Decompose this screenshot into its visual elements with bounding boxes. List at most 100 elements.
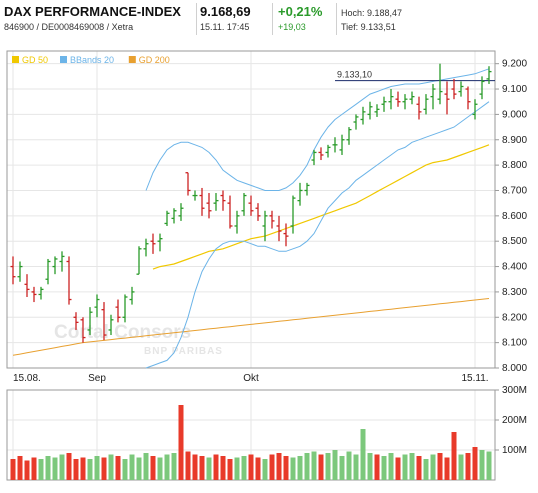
volume-bar [325, 453, 331, 480]
volume-bar [388, 453, 394, 480]
volume-bar [479, 450, 485, 480]
quote-header: DAX PERFORMANCE-INDEX 846900 / DE0008469… [0, 0, 538, 38]
last-price: 9.168,69 [200, 4, 251, 19]
watermark-brand: Cortal Consors [54, 322, 191, 343]
x-tick-label: 15.08. [13, 373, 41, 384]
volume-bar [157, 457, 163, 480]
ohlc-bar [248, 195, 254, 216]
volume-bar [367, 453, 373, 480]
volume-bar [178, 405, 184, 480]
ohlc-bar [409, 91, 415, 105]
volume-bar [311, 451, 317, 480]
chart-area: Cortal Consors BNP PARIBAS 8.000 8.100 8.2… [4, 48, 534, 488]
ohlc-bar [388, 89, 394, 110]
ohlc-bar [332, 137, 338, 153]
x-tick-label: Sep [88, 373, 106, 384]
ohlc-bar [143, 238, 149, 257]
volume-bar [402, 454, 408, 480]
y-tick-label: 9.000 [502, 109, 527, 120]
volume-bar [283, 456, 289, 480]
volume-bar [262, 459, 268, 480]
ohlc-bar [458, 81, 464, 97]
y-tick-label: 8.000 [502, 363, 527, 374]
instrument-title: DAX PERFORMANCE-INDEX [4, 4, 181, 19]
ohlc-bar [227, 195, 233, 229]
ohlc-bar [402, 94, 408, 110]
day-low: Tief: 9.133,51 [341, 22, 396, 32]
ohlc-bar [108, 314, 114, 336]
volume-bar [486, 451, 492, 480]
ohlc-bar [157, 233, 163, 252]
ohlc-bar [10, 256, 16, 285]
volume-bar [381, 456, 387, 480]
volume-bar [409, 453, 415, 480]
ohlc-bar [283, 223, 289, 247]
volume-bar [115, 456, 121, 480]
change-cell: +0,21% +19,03 [278, 0, 336, 38]
ohlc-bar [269, 210, 275, 229]
ohlc-bar [171, 208, 177, 224]
x-tick-label: Okt [243, 373, 259, 384]
volume-bar [171, 453, 177, 480]
y-tick-label: 8.400 [502, 262, 527, 273]
watermark: Cortal Consors BNP PARIBAS [54, 322, 223, 357]
volume-bar [108, 454, 114, 480]
ohlc-bar [339, 134, 345, 155]
ohlc-bar [381, 96, 387, 112]
ohlc-bar [122, 294, 128, 323]
price-panel-frame [6, 50, 496, 369]
ohlc-bar [374, 104, 380, 117]
volume-bar [10, 459, 16, 480]
volume-bar [416, 456, 422, 480]
ohlc-bar [444, 81, 450, 115]
price-cell: 9.168,69 15.11. 17:45 [200, 0, 270, 38]
volume-bar [360, 429, 366, 480]
ohlc-bar [360, 106, 366, 125]
legend-label: BBands 20 [70, 55, 114, 65]
divider [196, 3, 197, 35]
volume-bar [213, 454, 219, 480]
instrument-ids: 846900 / DE0008469008 / Xetra [4, 22, 134, 32]
legend-swatch [12, 56, 19, 63]
volume-bar [248, 454, 254, 480]
ohlc-bar [178, 203, 184, 221]
volume-bar [150, 456, 156, 480]
ohlc-bar [129, 286, 135, 305]
volume-bar [185, 451, 191, 480]
volume-bar [143, 453, 149, 480]
ohlc-bar [367, 101, 373, 120]
ohlc-bar [52, 256, 58, 275]
volume-bar [395, 457, 401, 480]
volume-bar [206, 457, 212, 480]
ohlc-bar [318, 147, 324, 161]
ohlc-bar [325, 144, 331, 158]
ohlc-bar [73, 312, 79, 330]
volume-bar [227, 459, 233, 480]
watermark-bank: BNP PARIBAS [144, 346, 223, 357]
price-volume-chart: Cortal Consors BNP PARIBAS 8.000 8.100 8.2… [6, 50, 527, 481]
volume-y-tick-label: 300M [502, 385, 527, 396]
legend-swatch [60, 56, 67, 63]
volume-bar [465, 453, 471, 480]
gd50-line [152, 144, 490, 270]
ohlc-bar [136, 246, 142, 275]
ohlc-bar [241, 193, 247, 216]
change-percent: +0,21% [278, 4, 323, 19]
ohlc-bar [353, 114, 359, 130]
ohlc-bar [59, 251, 65, 272]
volume-bar [220, 456, 226, 480]
volume-bar [17, 456, 23, 480]
volume-bar [66, 453, 72, 480]
ohlc-bar [164, 210, 170, 226]
quote-datetime: 15.11. 17:45 [200, 22, 250, 32]
volume-bar [444, 457, 450, 480]
ohlc-bar [66, 256, 72, 305]
ohlc-bar [206, 193, 212, 219]
volume-bar [430, 454, 436, 480]
ohlc-bar [101, 302, 107, 341]
ohlc-bar [304, 182, 310, 196]
ohlc-bar [31, 286, 37, 303]
volume-bar [241, 456, 247, 480]
y-tick-label: 8.500 [502, 236, 527, 247]
volume-bar [269, 454, 275, 480]
